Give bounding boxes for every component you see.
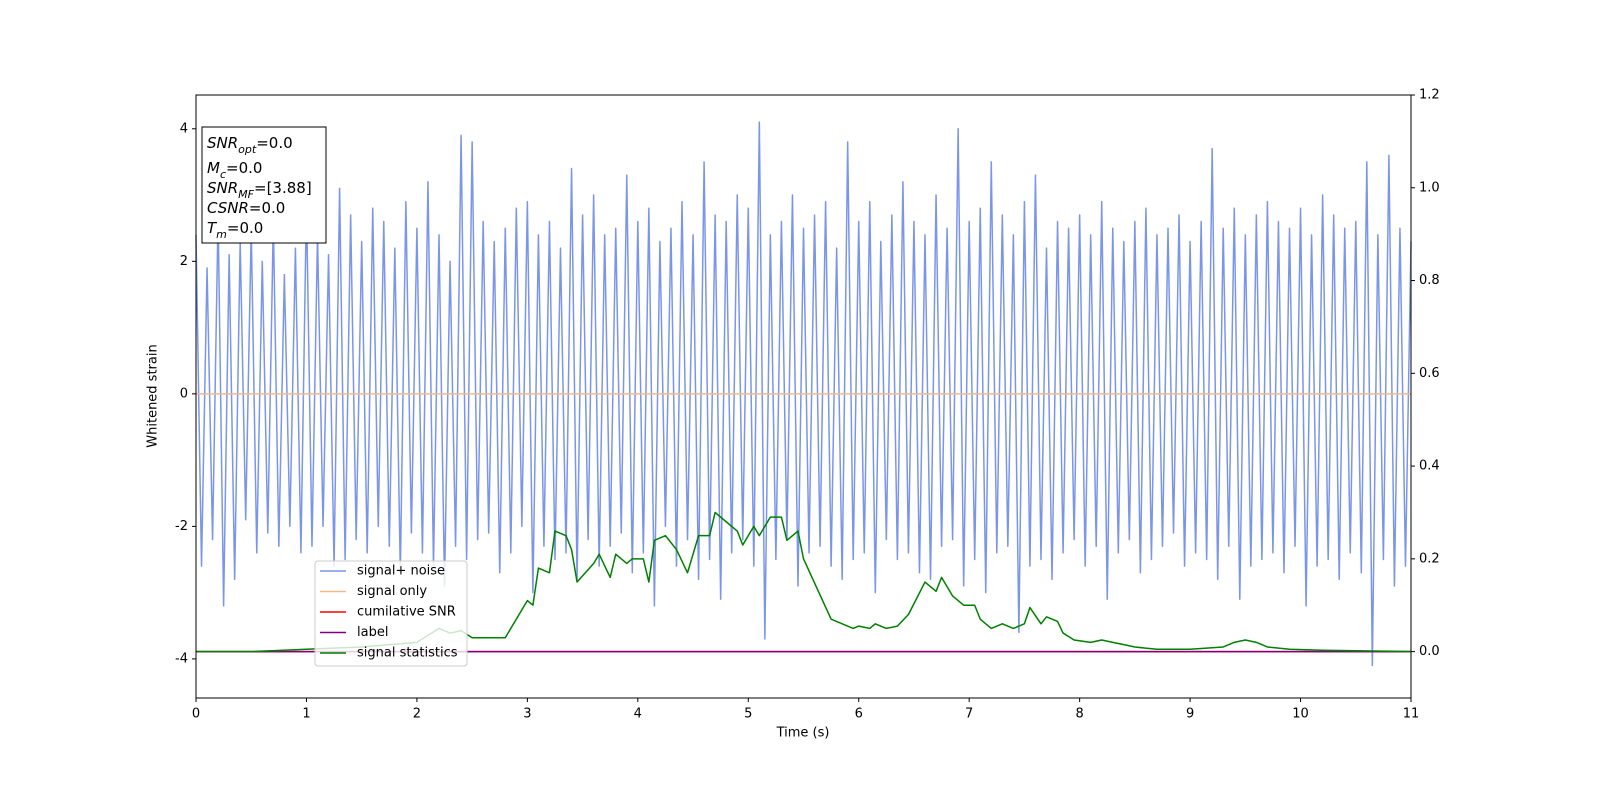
annotation-value: =[3.88] bbox=[254, 179, 312, 197]
x-tick-label: 2 bbox=[413, 707, 421, 722]
annotation-subscript: m bbox=[216, 228, 227, 241]
y-tick-label: 2 bbox=[180, 254, 188, 269]
annotation-line: Tm=0.0 bbox=[207, 219, 263, 241]
annotation-symbol: T bbox=[207, 219, 218, 237]
legend-frame bbox=[314, 560, 468, 667]
y2-tick-label: 0.8 bbox=[1419, 273, 1440, 288]
legend-label: signal only bbox=[357, 584, 427, 599]
series-line bbox=[195, 121, 1412, 667]
x-tick-label: 9 bbox=[1186, 707, 1194, 722]
x-axis-label: Time (s) bbox=[776, 726, 830, 741]
annotation-value: =0.0 bbox=[227, 219, 263, 237]
axes-frame bbox=[195, 94, 1412, 699]
legend-label: signal statistics bbox=[357, 646, 458, 661]
legend-label: label bbox=[357, 625, 388, 640]
y-tick-label: 4 bbox=[180, 121, 188, 136]
x-tick-label: 7 bbox=[965, 707, 973, 722]
legend: signal+ noise signal only cumilative SNR la… bbox=[314, 560, 468, 667]
annotation-symbol: M bbox=[207, 159, 220, 177]
x-tick-label: 5 bbox=[744, 707, 752, 722]
y2-tick-label: 0.0 bbox=[1419, 644, 1440, 659]
y-tick-label: 0 bbox=[180, 386, 188, 401]
x-tick-label: 4 bbox=[634, 707, 642, 722]
y2-tick-label: 0.6 bbox=[1419, 366, 1440, 381]
x-tick-label: 1 bbox=[302, 707, 310, 722]
annotation-subscript: c bbox=[220, 168, 226, 181]
annotation-line: SNRopt=0.0 bbox=[207, 134, 293, 156]
x-tick-label: 0 bbox=[192, 707, 200, 722]
annotation-value: =0.0 bbox=[256, 134, 292, 152]
x-tick-label: 3 bbox=[523, 707, 531, 722]
annotation-frame bbox=[201, 126, 327, 244]
series-line bbox=[196, 511, 1412, 653]
annotation-subscript: opt bbox=[238, 143, 257, 156]
annotation-value: =0.0 bbox=[249, 199, 285, 217]
annotation-subscript: MF bbox=[238, 188, 254, 201]
annotation-symbol: SNR bbox=[207, 179, 238, 197]
x-tick-label: 6 bbox=[855, 707, 863, 722]
annotation-line: Mc=0.0 bbox=[207, 159, 262, 181]
annotation-value: =0.0 bbox=[226, 159, 262, 177]
x-tick-label: 10 bbox=[1292, 707, 1309, 722]
annotation-line: CSNR=0.0 bbox=[207, 199, 285, 217]
annotation-line: SNRMF=[3.88] bbox=[207, 179, 312, 201]
legend-label: cumilative SNR bbox=[357, 605, 456, 620]
y-tick-label: -2 bbox=[175, 519, 188, 534]
y2-tick-label: 1.2 bbox=[1419, 88, 1440, 103]
annotation-symbol: CSNR bbox=[207, 199, 249, 217]
legend-label: signal+ noise bbox=[357, 564, 445, 579]
annotation-box: SNRopt=0.0Mc=0.0SNRMF=[3.88]CSNR=0.0Tm=0… bbox=[201, 126, 327, 244]
y2-tick-label: 0.4 bbox=[1419, 459, 1440, 474]
y2-tick-label: 0.2 bbox=[1419, 551, 1440, 566]
y-axis-label: Whitened strain bbox=[146, 344, 161, 447]
x-tick-label: 8 bbox=[1075, 707, 1083, 722]
y2-tick-label: 1.0 bbox=[1419, 180, 1440, 195]
y-tick-label: -4 bbox=[175, 651, 188, 666]
annotation-symbol: SNR bbox=[207, 134, 238, 152]
x-tick-label: 11 bbox=[1403, 707, 1420, 722]
